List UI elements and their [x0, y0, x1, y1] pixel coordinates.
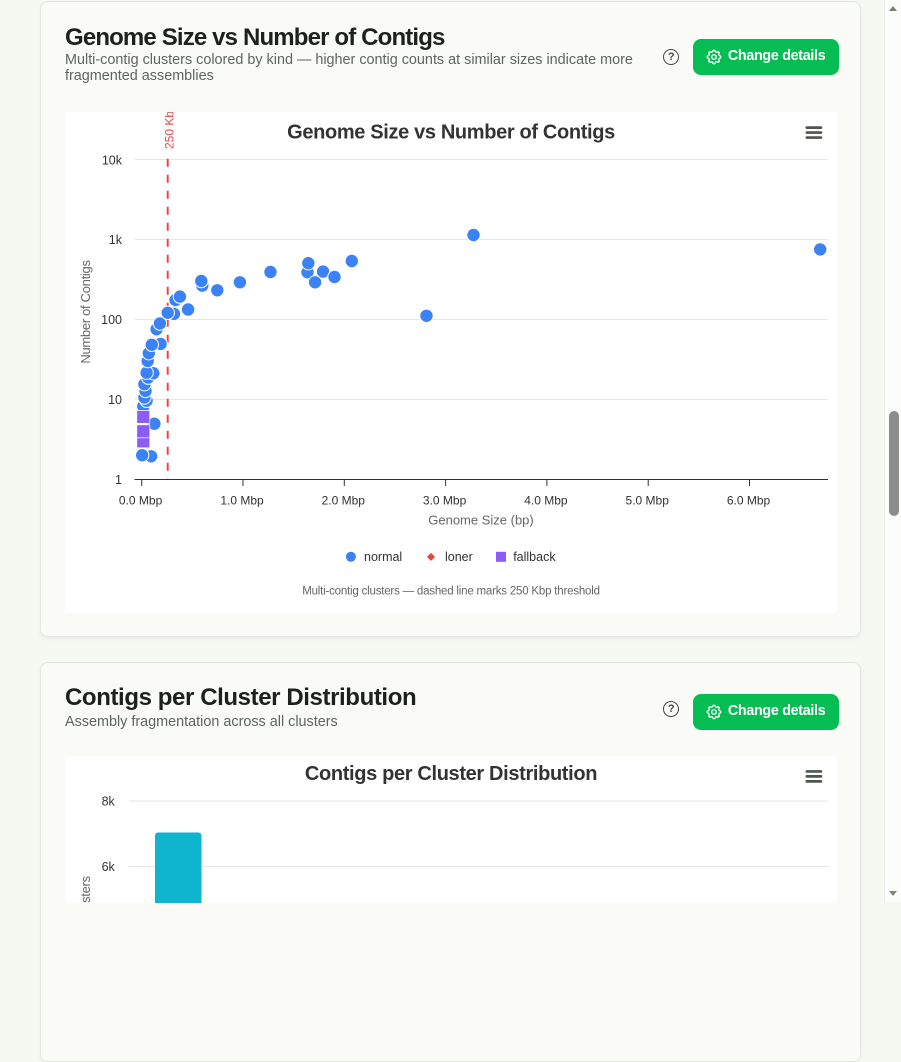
svg-text:6.0 Mbp: 6.0 Mbp: [727, 494, 771, 508]
svg-text:Number of Contigs: Number of Contigs: [78, 260, 93, 364]
svg-text:fallback: fallback: [513, 550, 556, 564]
svg-text:Number of Clusters: Number of Clusters: [78, 875, 93, 903]
svg-text:2.0 Mbp: 2.0 Mbp: [322, 494, 366, 508]
svg-text:0.0 Mbp: 0.0 Mbp: [119, 494, 163, 508]
svg-text:loner: loner: [445, 550, 473, 564]
svg-text:normal: normal: [364, 550, 402, 564]
svg-text:1k: 1k: [109, 233, 123, 247]
svg-text:Genome Size (bp): Genome Size (bp): [428, 513, 534, 528]
svg-text:Genome Size vs Number of Conti: Genome Size vs Number of Contigs: [287, 121, 615, 143]
svg-text:5.0 Mbp: 5.0 Mbp: [626, 494, 670, 508]
svg-text:6k: 6k: [102, 860, 116, 874]
svg-text:250 Kb: 250 Kb: [163, 112, 177, 149]
svg-text:Contigs per Cluster Distributi: Contigs per Cluster Distribution: [305, 763, 597, 785]
svg-text:3.0 Mbp: 3.0 Mbp: [423, 494, 467, 508]
svg-text:4.0 Mbp: 4.0 Mbp: [524, 494, 568, 508]
svg-text:Multi-contig clusters — dashed: Multi-contig clusters — dashed line mark…: [302, 586, 600, 598]
svg-text:10k: 10k: [102, 154, 123, 168]
svg-text:1.0 Mbp: 1.0 Mbp: [220, 494, 264, 508]
svg-text:1: 1: [115, 473, 122, 487]
svg-text:8k: 8k: [102, 795, 116, 809]
svg-text:100: 100: [101, 313, 122, 327]
svg-text:10: 10: [108, 393, 122, 407]
